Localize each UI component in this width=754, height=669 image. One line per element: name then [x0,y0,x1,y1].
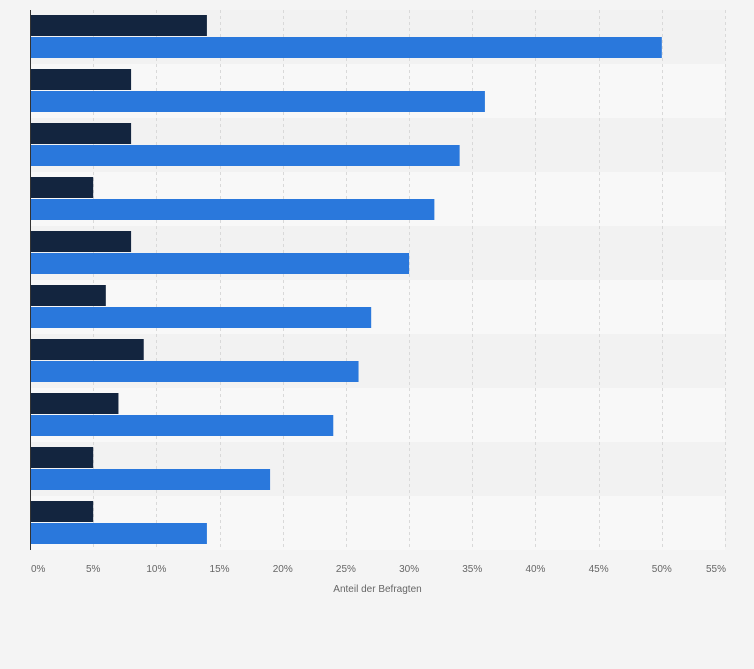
x-tick-label: 25% [336,564,356,575]
bar-blue[interactable] [30,199,435,220]
bar-dark[interactable] [30,393,119,414]
bar-blue[interactable] [30,37,662,58]
bar-dark[interactable] [30,15,207,36]
bar-blue[interactable] [30,91,485,112]
bar-dark[interactable] [30,447,94,468]
bar-dark[interactable] [30,123,132,144]
bars [30,15,662,544]
bar-blue[interactable] [30,253,410,274]
x-tick-label: 45% [589,564,609,575]
bar-dark[interactable] [30,231,132,252]
x-axis-title: Anteil der Befragten [333,584,421,595]
bar-dark[interactable] [30,339,144,360]
bar-blue[interactable] [30,415,334,436]
x-tick-label: 50% [652,564,672,575]
x-axis: 0% 5% 10% 15% 20% 25% 30% 35% 40% 45% 50% 55% [30,10,726,575]
x-tick-label: 40% [525,564,545,575]
x-tick-label: 10% [146,564,166,575]
x-tick-label: 0% [31,564,46,575]
x-tick-label: 15% [210,564,230,575]
x-tick-label: 55% [706,564,726,575]
x-tick-label: 35% [462,564,482,575]
bar-dark[interactable] [30,285,106,306]
bar-dark[interactable] [30,69,132,90]
bar-blue[interactable] [30,523,207,544]
bar-blue[interactable] [30,469,271,490]
bar-blue[interactable] [30,307,372,328]
x-tick-label: 30% [399,564,419,575]
bar-blue[interactable] [30,361,359,382]
bar-dark[interactable] [30,501,94,522]
x-tick-label: 20% [273,564,293,575]
bar-blue[interactable] [30,145,460,166]
bar-dark[interactable] [30,177,94,198]
x-tick-label: 5% [86,564,101,575]
